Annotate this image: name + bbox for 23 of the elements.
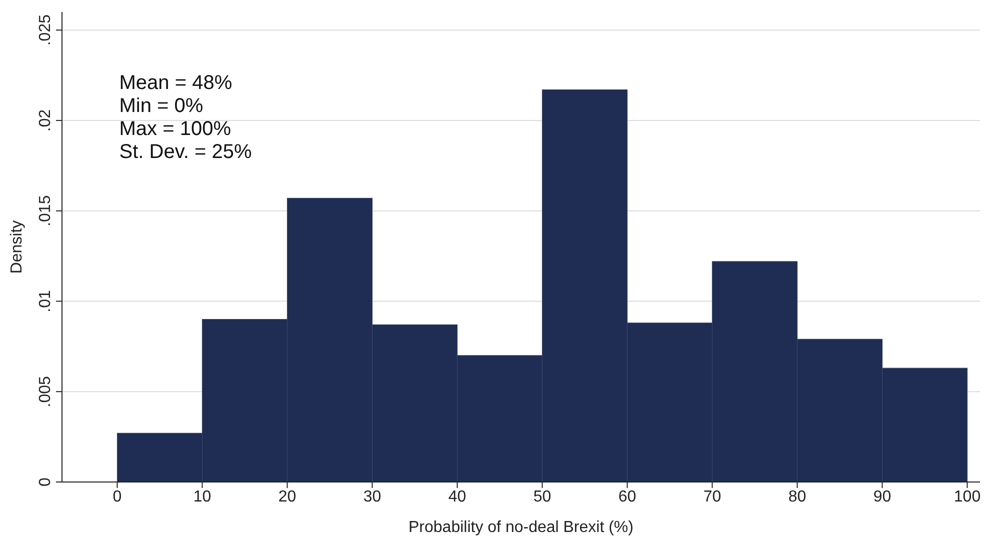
x-tick-label: 60 bbox=[618, 488, 636, 506]
y-tick-label: 0 bbox=[37, 477, 54, 486]
annotation: Max = 100% bbox=[119, 118, 232, 141]
x-tick-label: 20 bbox=[278, 488, 296, 506]
y-tick-label: .02 bbox=[37, 109, 54, 132]
x-tick-label: 100 bbox=[954, 488, 981, 506]
x-tick-label: 0 bbox=[112, 488, 122, 506]
x-tick-label: 40 bbox=[448, 488, 466, 506]
annotation: Mean = 48% bbox=[119, 72, 234, 95]
y-tick-label: .025 bbox=[37, 14, 54, 46]
x-axis-title: Probability of no-deal Brexit (%) bbox=[408, 519, 634, 536]
y-tick-label: .01 bbox=[37, 290, 54, 312]
y-tick-label: .015 bbox=[37, 195, 54, 226]
y-tick-label: .005 bbox=[37, 376, 54, 408]
y-axis-title: Density bbox=[8, 220, 26, 274]
x-tick-label: 70 bbox=[703, 488, 722, 506]
x-tick-label: 10 bbox=[193, 488, 212, 506]
x-tick-label: 90 bbox=[873, 488, 892, 506]
annotation: Min = 0% bbox=[119, 95, 204, 118]
x-tick-label: 30 bbox=[363, 488, 382, 506]
x-tick-label: 80 bbox=[788, 488, 806, 506]
annotation: St. Dev. = 25% bbox=[119, 141, 252, 164]
x-tick-label: 50 bbox=[533, 488, 552, 506]
